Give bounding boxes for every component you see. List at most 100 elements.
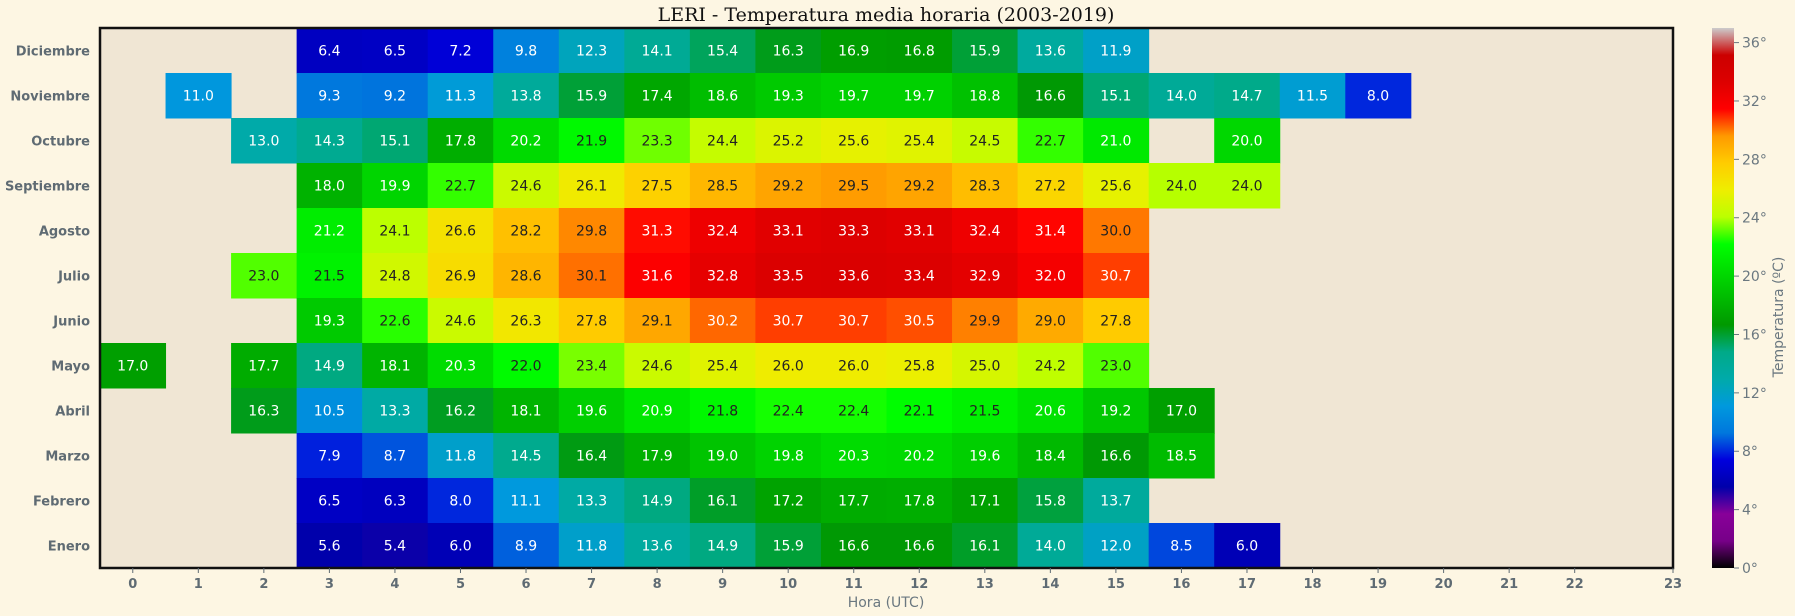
cell-value-label: 12.0 <box>1100 539 1131 555</box>
heatmap-cell <box>493 478 560 524</box>
heatmap-cell <box>296 253 363 299</box>
heatmap-cell <box>1214 118 1281 164</box>
cell-value-label: 22.7 <box>445 179 476 195</box>
heatmap-cell <box>820 28 887 74</box>
cell-value-label: 20.2 <box>904 449 935 465</box>
heatmap-cell <box>886 298 953 344</box>
heatmap-cell-labels: 6.4 6.5 7.2 9.8 12.3 14.1 15.4 16.3 16.9 16.8 15.9… <box>117 44 1389 555</box>
cell-value-label: 21.0 <box>1100 134 1131 150</box>
cell-value-label: 6.5 <box>318 494 340 510</box>
cell-value-label: 20.2 <box>510 134 541 150</box>
cell-value-label: 14.0 <box>1035 539 1066 555</box>
cell-value-label: 19.6 <box>969 449 1000 465</box>
heatmap-cell <box>755 523 822 569</box>
heatmap-cell <box>1017 73 1084 119</box>
heatmap-cell <box>820 343 887 389</box>
heatmap-cell <box>558 28 625 74</box>
y-tick-label: Marzo <box>45 450 90 465</box>
heatmap-cell <box>558 118 625 164</box>
cell-value-label: 11.1 <box>510 494 541 510</box>
cell-value-label: 15.1 <box>379 134 410 150</box>
heatmap-cell <box>1083 118 1150 164</box>
cell-value-label: 11.3 <box>445 89 476 105</box>
x-tick-label: 10 <box>779 577 797 592</box>
cell-value-label: 6.0 <box>1236 539 1258 555</box>
heatmap-cell <box>1083 208 1150 254</box>
heatmap-cell <box>689 523 756 569</box>
cell-value-label: 16.3 <box>773 44 804 60</box>
cell-value-label: 26.3 <box>510 314 541 330</box>
cell-value-label: 6.3 <box>384 494 406 510</box>
heatmap-cell <box>558 208 625 254</box>
cell-value-label: 32.4 <box>969 224 1000 240</box>
heatmap-cell <box>624 253 691 299</box>
x-tick-label: 6 <box>521 577 530 592</box>
cell-value-label: 23.3 <box>642 134 673 150</box>
heatmap-cell <box>1083 478 1150 524</box>
heatmap-cell <box>755 253 822 299</box>
cell-value-label: 18.5 <box>1166 449 1197 465</box>
heatmap-cell <box>1083 73 1150 119</box>
heatmap-cell <box>689 433 756 479</box>
cell-value-label: 20.3 <box>838 449 869 465</box>
cell-value-label: 24.2 <box>1035 359 1066 375</box>
cell-value-label: 33.6 <box>838 269 869 285</box>
cell-value-label: 14.9 <box>707 539 738 555</box>
colorbar-tick-label: 32° <box>1742 94 1767 110</box>
cell-value-label: 15.9 <box>576 89 607 105</box>
heatmap-cell <box>820 433 887 479</box>
heatmap-cell <box>624 433 691 479</box>
colorbar-tick-label: 20° <box>1742 269 1767 285</box>
cell-value-label: 23.0 <box>1100 359 1131 375</box>
heatmap-cell <box>689 253 756 299</box>
x-tick-label: 15 <box>1107 577 1125 592</box>
heatmap-cell <box>1148 523 1215 569</box>
heatmap-cell <box>952 298 1019 344</box>
heatmap-cell <box>624 73 691 119</box>
heatmap-cell <box>493 298 560 344</box>
cell-value-label: 31.6 <box>642 269 673 285</box>
heatmap-cell <box>296 298 363 344</box>
x-axis-title: Hora (UTC) <box>848 595 925 611</box>
heatmap-cell <box>755 163 822 209</box>
heatmap-cell <box>820 208 887 254</box>
heatmap-cell <box>296 73 363 119</box>
heatmap-cell <box>820 253 887 299</box>
cell-value-label: 8.7 <box>384 449 406 465</box>
cell-value-label: 30.7 <box>1100 269 1131 285</box>
cell-value-label: 27.2 <box>1035 179 1066 195</box>
cell-value-label: 33.1 <box>904 224 935 240</box>
cell-value-label: 7.9 <box>318 449 340 465</box>
cell-value-label: 25.2 <box>773 134 804 150</box>
cell-value-label: 21.2 <box>314 224 345 240</box>
x-tick-label: 9 <box>718 577 727 592</box>
cell-value-label: 14.1 <box>642 44 673 60</box>
cell-value-label: 25.4 <box>904 134 935 150</box>
heatmap-cell <box>558 298 625 344</box>
cell-value-label: 9.3 <box>318 89 340 105</box>
x-tick-label: 18 <box>1303 577 1321 592</box>
x-tick-label: 8 <box>653 577 662 592</box>
heatmap-cell <box>689 388 756 434</box>
heatmap-cell <box>820 118 887 164</box>
heatmap-cell <box>886 253 953 299</box>
cell-value-label: 16.2 <box>445 404 476 420</box>
heatmap-cell <box>952 28 1019 74</box>
heatmap-cell <box>558 253 625 299</box>
cell-value-label: 30.7 <box>773 314 804 330</box>
y-tick-label: Diciembre <box>16 45 90 60</box>
cell-value-label: 19.9 <box>379 179 410 195</box>
heatmap-cell <box>820 478 887 524</box>
heatmap-cell <box>1083 163 1150 209</box>
cell-value-label: 9.2 <box>384 89 406 105</box>
heatmap-cell <box>165 73 232 119</box>
heatmap-cell <box>296 118 363 164</box>
heatmap-cell <box>624 298 691 344</box>
cell-value-label: 19.7 <box>904 89 935 105</box>
cell-value-label: 14.9 <box>314 359 345 375</box>
cell-value-label: 26.0 <box>773 359 804 375</box>
cell-value-label: 13.3 <box>379 404 410 420</box>
cell-value-label: 30.1 <box>576 269 607 285</box>
heatmap-cell <box>296 208 363 254</box>
cell-value-label: 29.0 <box>1035 314 1066 330</box>
